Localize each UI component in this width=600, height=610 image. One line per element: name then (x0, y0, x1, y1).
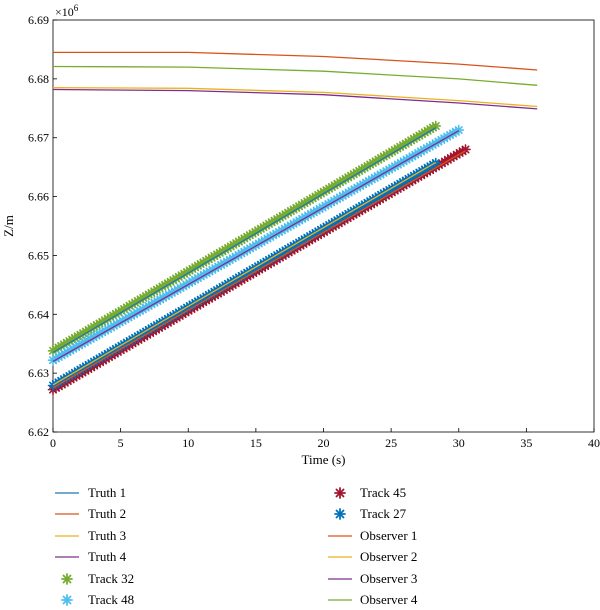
y-axis-label: Z/m (1, 215, 16, 237)
y-tick-label: 6.62 (28, 425, 49, 439)
y-tick-label: 6.68 (28, 72, 49, 86)
x-tick-label: 5 (118, 436, 124, 450)
y-tick-label: 6.69 (28, 13, 49, 27)
asterisk-marker (430, 120, 442, 132)
legend-entry-truth-1: Truth 1 (55, 485, 126, 500)
axes: 0 5 10 15 20 25 30 35 40 6.62 6.63 6.64 6.65 6.66 6.67… (1, 3, 600, 467)
x-tick-label: 35 (520, 436, 532, 450)
y-exponent-label: ×106 (55, 3, 79, 19)
legend-label: Track 48 (88, 592, 134, 607)
legend-label: Observer 2 (360, 549, 417, 564)
legend-label: Track 45 (360, 485, 406, 500)
asterisk-marker (61, 573, 73, 585)
y-tick-label: 6.67 (28, 131, 49, 145)
x-tick-label: 25 (385, 436, 397, 450)
y-tick-label: 6.66 (28, 190, 49, 204)
series-observer-2 (52, 87, 538, 108)
legend-entry-truth-3: Truth 3 (55, 528, 126, 543)
asterisk-marker (61, 594, 73, 606)
legend-entry-track-32: Track 32 (61, 571, 134, 586)
series-truth-1 (52, 127, 437, 354)
legend-label: Truth 1 (88, 485, 126, 500)
x-tick-label: 30 (453, 436, 465, 450)
legend-label: Truth 4 (88, 549, 127, 564)
legend-label: Track 32 (88, 571, 134, 586)
legend-label: Track 27 (360, 506, 407, 521)
y-tick-label: 6.63 (28, 366, 49, 380)
legend-label: Observer 3 (360, 571, 417, 586)
legend-entry-observer-2: Observer 2 (328, 549, 417, 564)
series-observer-3 (52, 88, 538, 110)
series-observer-1 (53, 51, 538, 71)
legend-entry-observer-3: Observer 3 (328, 571, 417, 586)
series-observer-4 (52, 65, 538, 86)
legend-label: Observer 4 (360, 592, 418, 607)
legend-entry-observer-1: Observer 1 (328, 528, 417, 543)
legend-label: Truth 3 (88, 528, 126, 543)
asterisk-marker (334, 487, 346, 499)
x-tick-label: 20 (318, 436, 330, 450)
legend-label: Truth 2 (88, 506, 126, 521)
asterisk-marker (334, 508, 346, 520)
legend-entry-observer-4: Observer 4 (328, 592, 418, 607)
x-tick-label: 0 (50, 436, 56, 450)
series-truth-4 (52, 130, 460, 362)
x-tick-label: 40 (588, 436, 600, 450)
legend-entry-track-48: Track 48 (61, 592, 134, 607)
x-tick-label: 10 (182, 436, 194, 450)
y-tick-label: 6.65 (28, 248, 49, 262)
asterisk-marker (453, 124, 465, 136)
series-truth-3 (52, 161, 437, 386)
series-truth-2 (52, 150, 466, 389)
legend-entry-truth-4: Truth 4 (55, 549, 127, 564)
data-marks (47, 51, 538, 395)
x-axis-label: Time (s) (302, 452, 346, 467)
legend-entry-track-45: Track 45 (334, 485, 406, 500)
legend-entry-truth-2: Truth 2 (55, 506, 126, 521)
legend-entry-track-27: Track 27 (334, 506, 407, 521)
legend-label: Observer 1 (360, 528, 417, 543)
x-tick-label: 15 (250, 436, 262, 450)
legend: Truth 1 Truth 2 Truth 3 Truth 4 Track 32 Trac… (55, 485, 418, 607)
y-tick-label: 6.64 (28, 307, 49, 321)
